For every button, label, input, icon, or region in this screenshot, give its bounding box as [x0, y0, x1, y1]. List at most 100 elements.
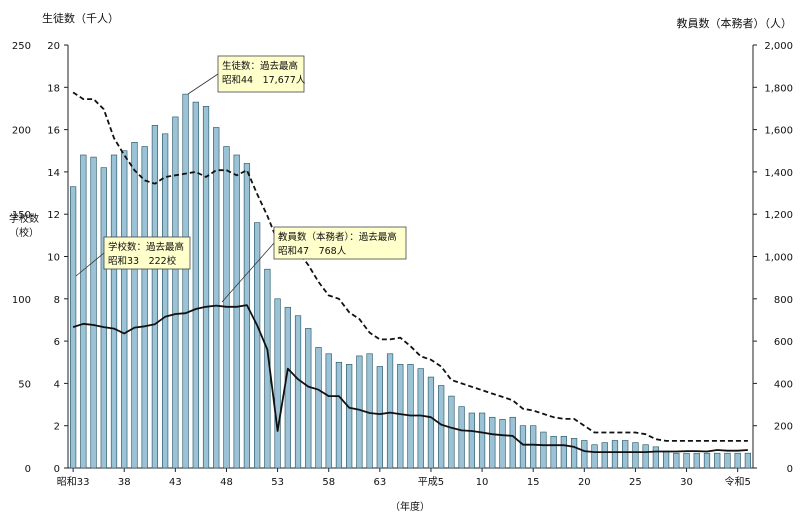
x-tick-label: 平成5 — [418, 476, 444, 488]
annotation-leader — [221, 242, 275, 303]
student-bar — [294, 315, 302, 469]
student-bar — [202, 106, 210, 469]
student-bar — [724, 452, 731, 469]
student-bar — [703, 452, 711, 469]
x-tick-label: 38 — [118, 477, 131, 488]
students-tick-label: 10 — [47, 253, 60, 264]
student-bar — [172, 116, 179, 469]
x-tick-label: 昭和33 — [57, 476, 90, 488]
student-bar — [356, 355, 363, 469]
student-bar — [100, 167, 107, 469]
student-bar — [366, 353, 373, 469]
x-tick-label: 48 — [220, 477, 233, 488]
teachers-tick-label: 0 — [787, 464, 793, 475]
student-bar — [489, 416, 496, 469]
student-bar — [693, 452, 700, 469]
student-bar — [243, 163, 251, 469]
schools-tick-label: 250 — [12, 41, 31, 52]
x-tick-label: 58 — [322, 477, 335, 488]
student-bar — [417, 368, 424, 469]
student-bar — [540, 431, 547, 469]
student-bar — [70, 186, 77, 469]
student-bar — [448, 395, 455, 469]
student-bar — [80, 154, 87, 469]
y-axis-label-schools-line1: 学校数 — [9, 212, 39, 225]
teachers-tick-label: 1,000 — [764, 253, 793, 264]
student-bar — [427, 376, 435, 469]
x-tick-label: 30 — [680, 477, 693, 488]
x-tick-label: 43 — [169, 477, 182, 488]
teachers-tick-label: 800 — [774, 295, 793, 306]
schools-tick-label: 0 — [25, 464, 31, 475]
students-tick-label: 14 — [47, 168, 60, 179]
annotation-leader — [187, 73, 219, 95]
student-bar — [397, 364, 404, 469]
student-bar — [714, 452, 721, 469]
annotation-box — [103, 236, 191, 270]
annotation-line2: 昭和33 222校 — [108, 255, 177, 267]
student-bar — [110, 154, 118, 469]
y-axis-label-students: 生徒数（千人） — [42, 11, 119, 25]
student-bar — [744, 452, 751, 469]
student-bar — [121, 150, 128, 469]
student-bar — [570, 438, 578, 469]
x-axis-label: （年度） — [390, 500, 430, 513]
student-bar — [335, 361, 343, 469]
student-bar — [530, 425, 537, 469]
annotation-line2: 昭和47 768人 — [278, 246, 347, 257]
student-bar — [182, 93, 189, 469]
student-bar — [192, 101, 199, 469]
student-bar — [560, 435, 567, 469]
teachers-tick-label: 600 — [774, 337, 793, 348]
teachers-tick-label: 1,200 — [764, 210, 793, 221]
student-bar — [601, 442, 608, 469]
student-bar — [305, 328, 312, 469]
schools-tick-label: 200 — [12, 126, 31, 137]
students-tick-label: 2 — [54, 422, 60, 433]
student-bar — [458, 406, 465, 469]
students-tick-label: 8 — [54, 295, 60, 306]
teachers-tick-label: 200 — [774, 422, 793, 433]
x-tick-label: 20 — [578, 477, 591, 488]
student-bar — [131, 141, 138, 469]
students-tick-label: 16 — [47, 126, 60, 137]
teachers-line — [72, 304, 748, 454]
students-tick-label: 4 — [54, 379, 60, 390]
student-bar — [90, 156, 97, 469]
student-bar — [325, 353, 332, 469]
student-bar — [254, 222, 261, 469]
students-tick-label: 12 — [47, 210, 60, 221]
annotation-line2: 昭和44 17,677人 — [222, 75, 306, 86]
student-bar — [550, 435, 557, 469]
student-bar — [662, 450, 670, 469]
plot-area: 0246810121416182005010015020025002004006… — [12, 41, 793, 488]
student-bar — [438, 385, 445, 469]
annotation-line1: 教員数（本務者）：過去最高 — [278, 231, 397, 243]
student-bar — [274, 298, 281, 469]
students-tick-label: 18 — [47, 83, 60, 94]
student-bar — [622, 440, 629, 469]
x-tick-label: 63 — [373, 477, 386, 488]
x-tick-label: 15 — [527, 477, 540, 488]
x-tick-label: 令和5 — [724, 475, 750, 488]
teachers-tick-label: 2,000 — [764, 41, 793, 52]
student-bar — [284, 306, 291, 469]
student-bar — [386, 353, 394, 469]
student-bar — [581, 440, 588, 469]
students-tick-label: 6 — [54, 337, 60, 348]
student-bar — [233, 154, 240, 469]
annotation-box — [273, 226, 407, 260]
student-bar — [509, 416, 516, 469]
students-tick-label: 0 — [54, 464, 60, 475]
annotation-leader — [75, 252, 105, 277]
student-bar — [642, 444, 649, 469]
student-bar — [673, 452, 680, 469]
student-bar — [652, 446, 659, 469]
schools-tick-label: 100 — [12, 295, 31, 306]
student-bar — [591, 444, 598, 469]
student-bar — [213, 127, 220, 469]
teachers-tick-label: 400 — [774, 379, 793, 390]
